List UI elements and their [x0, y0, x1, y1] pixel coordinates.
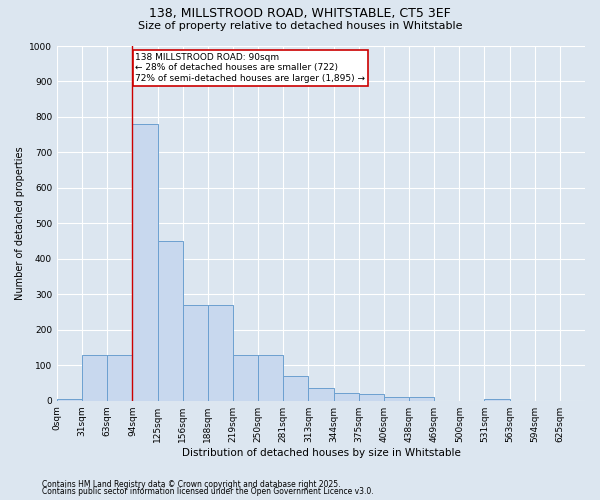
Bar — [233, 354, 258, 401]
Bar — [359, 394, 384, 400]
Bar — [107, 354, 133, 401]
Text: 138 MILLSTROOD ROAD: 90sqm
← 28% of detached houses are smaller (722)
72% of sem: 138 MILLSTROOD ROAD: 90sqm ← 28% of deta… — [136, 53, 365, 83]
Bar — [334, 393, 359, 400]
Bar — [158, 241, 183, 400]
Y-axis label: Number of detached properties: Number of detached properties — [15, 146, 25, 300]
X-axis label: Distribution of detached houses by size in Whitstable: Distribution of detached houses by size … — [182, 448, 460, 458]
Bar — [283, 376, 308, 400]
Text: Contains public sector information licensed under the Open Government Licence v3: Contains public sector information licen… — [42, 488, 374, 496]
Text: Size of property relative to detached houses in Whitstable: Size of property relative to detached ho… — [138, 21, 462, 31]
Bar — [57, 399, 82, 400]
Text: Contains HM Land Registry data © Crown copyright and database right 2025.: Contains HM Land Registry data © Crown c… — [42, 480, 341, 489]
Bar — [183, 305, 208, 400]
Bar — [82, 354, 107, 401]
Bar — [133, 124, 158, 400]
Bar — [308, 388, 334, 400]
Bar — [484, 399, 509, 400]
Bar — [258, 354, 283, 401]
Text: 138, MILLSTROOD ROAD, WHITSTABLE, CT5 3EF: 138, MILLSTROOD ROAD, WHITSTABLE, CT5 3E… — [149, 8, 451, 20]
Bar — [208, 305, 233, 400]
Bar — [409, 397, 434, 400]
Bar — [384, 397, 409, 400]
